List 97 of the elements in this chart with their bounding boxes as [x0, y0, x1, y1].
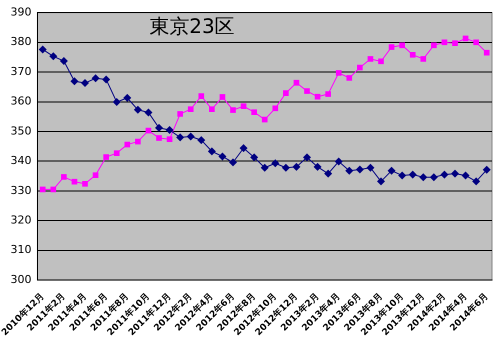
point [114, 150, 120, 156]
point [166, 126, 174, 134]
point [124, 142, 130, 148]
y-tick-label: 330 [10, 184, 32, 197]
point [292, 162, 300, 171]
point [103, 154, 109, 160]
point [357, 64, 363, 70]
point [70, 77, 78, 86]
point [334, 157, 343, 166]
point [399, 42, 405, 48]
point [451, 170, 459, 178]
point [283, 90, 289, 96]
point [431, 42, 437, 48]
point [442, 39, 448, 46]
point [144, 108, 152, 116]
y-tick-label: 360 [10, 94, 32, 108]
point [472, 177, 480, 186]
point [60, 57, 68, 66]
point [420, 56, 426, 62]
point [398, 171, 406, 180]
point [102, 75, 110, 84]
point [176, 133, 184, 142]
point [452, 40, 458, 46]
point [336, 70, 342, 76]
point [220, 94, 226, 100]
point [345, 166, 354, 175]
point [198, 93, 204, 99]
y-tick-label: 380 [10, 35, 32, 48]
point [40, 186, 46, 192]
point [72, 178, 78, 185]
point [112, 98, 121, 106]
point [251, 109, 257, 115]
point [356, 166, 364, 174]
point [325, 91, 331, 97]
point [188, 106, 194, 112]
point [209, 106, 215, 112]
point [377, 177, 386, 186]
point [282, 164, 290, 172]
point [81, 79, 90, 88]
point [166, 136, 172, 142]
y-tick-label: 300 [10, 272, 32, 286]
y-tick-label: 340 [10, 154, 32, 168]
point [230, 107, 236, 113]
point [177, 111, 183, 117]
point [368, 56, 374, 62]
point [408, 170, 417, 179]
point [135, 138, 141, 144]
point [155, 124, 164, 132]
point [218, 152, 226, 160]
point [49, 52, 58, 60]
point [92, 172, 98, 178]
point [61, 174, 67, 180]
point [123, 94, 132, 102]
point [260, 164, 269, 172]
point [410, 52, 416, 58]
point [186, 132, 195, 141]
point [303, 153, 312, 162]
point [462, 171, 470, 180]
point [272, 105, 278, 112]
point [482, 166, 491, 174]
point [314, 94, 320, 100]
point [262, 116, 268, 122]
point [430, 173, 438, 182]
point [38, 45, 47, 54]
point [462, 36, 468, 42]
point [82, 180, 88, 187]
point [473, 39, 479, 46]
point [92, 74, 100, 82]
point [134, 106, 142, 114]
point [324, 170, 332, 178]
point [366, 164, 374, 172]
point [484, 50, 490, 56]
y-tick-label: 320 [10, 213, 32, 226]
point [304, 88, 310, 94]
point [208, 147, 216, 156]
point [388, 44, 394, 50]
y-tick-label: 370 [10, 64, 32, 78]
point [346, 75, 352, 81]
point [250, 153, 258, 162]
point [50, 186, 56, 192]
point [314, 162, 322, 171]
point [156, 135, 162, 141]
point [197, 136, 206, 144]
point [378, 58, 384, 64]
point [229, 158, 238, 166]
point [240, 103, 246, 110]
y-tick-label: 390 [10, 5, 32, 18]
point [440, 170, 448, 179]
y-tick-label: 350 [10, 124, 32, 138]
point [146, 128, 152, 134]
chart-title: 東京23区 [149, 14, 235, 38]
point [419, 173, 428, 182]
point [271, 159, 280, 168]
point [294, 80, 300, 86]
y-tick-label: 310 [10, 243, 32, 256]
point [388, 166, 396, 175]
point [240, 144, 248, 152]
